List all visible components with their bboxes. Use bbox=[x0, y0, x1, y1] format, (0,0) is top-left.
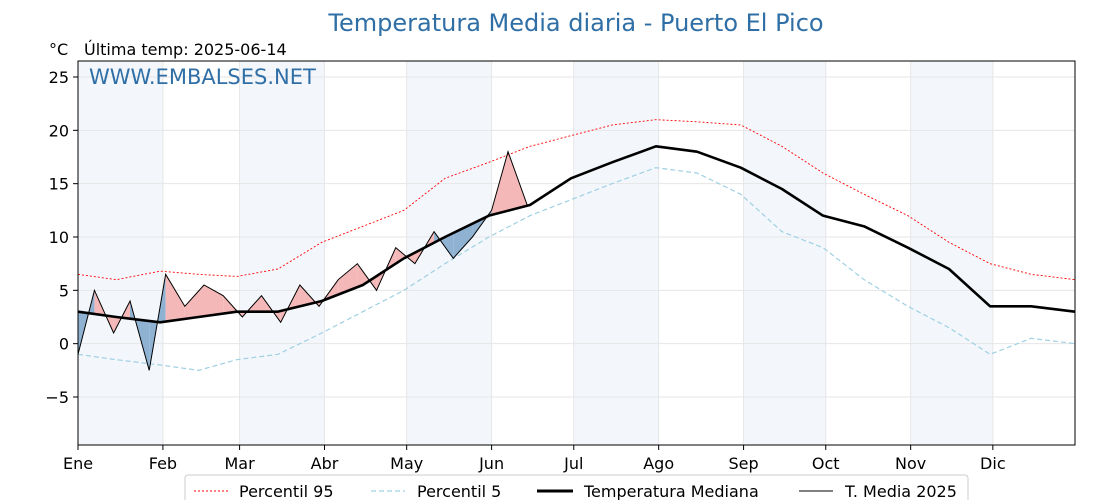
legend-box bbox=[184, 474, 969, 500]
fill-above-median bbox=[338, 263, 358, 295]
line-percentil-5 bbox=[77, 167, 1076, 371]
fill-above-median bbox=[203, 285, 224, 317]
series-lines bbox=[77, 119, 1076, 371]
grid-lines bbox=[77, 61, 1075, 445]
line-median bbox=[77, 145, 1076, 324]
legend-label-p95: Percentil 95 bbox=[239, 482, 334, 500]
x-tick-label: Jun bbox=[478, 454, 504, 473]
x-tick-label: Jul bbox=[563, 454, 583, 473]
y-tick-label: −5 bbox=[45, 388, 69, 407]
x-tick-label: May bbox=[390, 454, 423, 473]
x-tick-label: Dic bbox=[980, 454, 1006, 473]
fill-below-median bbox=[453, 223, 473, 259]
month-band bbox=[239, 61, 325, 445]
y-tick-label: 0 bbox=[59, 335, 69, 354]
month-band bbox=[573, 61, 659, 445]
unit-label: °C bbox=[49, 40, 68, 59]
y-axis: 25 20 15 10 5 0 −5 bbox=[45, 68, 78, 407]
month-bands bbox=[78, 61, 993, 445]
x-tick-label: Feb bbox=[149, 454, 177, 473]
x-tick-label: Oct bbox=[812, 454, 840, 473]
y-tick-label: 20 bbox=[49, 121, 69, 140]
legend-label-year: T. Media 2025 bbox=[844, 482, 957, 500]
month-band bbox=[743, 61, 826, 445]
legend-label-median: Temperatura Mediana bbox=[583, 482, 759, 500]
legend: Percentil 95 Percentil 5 Temperatura Med… bbox=[184, 474, 969, 500]
y-tick-label: 10 bbox=[49, 228, 69, 247]
x-tick-label: Sep bbox=[729, 454, 759, 473]
y-tick-label: 15 bbox=[49, 175, 69, 194]
fill-below-median bbox=[434, 231, 454, 259]
x-tick-label: Mar bbox=[225, 454, 256, 473]
y-tick-label: 5 bbox=[59, 281, 69, 300]
line-year-2025 bbox=[77, 150, 528, 371]
chart-title: Temperatura Media diaria - Puerto El Pic… bbox=[327, 9, 823, 37]
plot-frame bbox=[77, 60, 1076, 446]
x-tick-label: Ago bbox=[643, 454, 674, 473]
x-tick-label: Ene bbox=[63, 454, 93, 473]
x-tick-label: Nov bbox=[895, 454, 926, 473]
line-percentil-95 bbox=[77, 119, 1076, 281]
fill-above-median bbox=[165, 274, 185, 322]
watermark: WWW.EMBALSES.NET bbox=[89, 65, 316, 89]
month-band bbox=[78, 61, 163, 445]
x-tick-label: Abr bbox=[311, 454, 339, 473]
fill-above-median bbox=[184, 285, 204, 319]
y-tick-label: 25 bbox=[49, 68, 69, 87]
legend-label-p5: Percentil 5 bbox=[417, 482, 501, 500]
x-axis: Ene Feb Mar Abr May Jun Jul Ago Sep Oct Nov Dic bbox=[63, 445, 1006, 473]
last-temp-label: Última temp: 2025-06-14 bbox=[84, 40, 287, 59]
month-band bbox=[910, 61, 993, 445]
